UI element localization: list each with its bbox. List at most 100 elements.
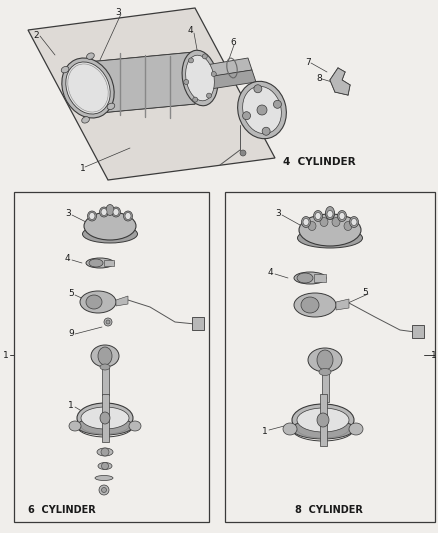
Text: 6  CYLINDER: 6 CYLINDER: [28, 505, 95, 515]
Ellipse shape: [293, 293, 335, 317]
Ellipse shape: [89, 213, 95, 220]
Polygon shape: [28, 8, 274, 180]
Ellipse shape: [113, 208, 119, 215]
Ellipse shape: [89, 259, 103, 267]
Polygon shape: [116, 296, 128, 306]
Ellipse shape: [326, 211, 332, 217]
Ellipse shape: [61, 67, 69, 73]
Text: 4: 4: [187, 26, 193, 35]
Ellipse shape: [318, 368, 330, 376]
Ellipse shape: [97, 448, 113, 456]
Ellipse shape: [337, 211, 346, 222]
Ellipse shape: [185, 55, 214, 101]
Text: 5: 5: [68, 288, 74, 297]
Ellipse shape: [66, 62, 110, 114]
Ellipse shape: [77, 403, 133, 433]
Ellipse shape: [348, 423, 362, 435]
Ellipse shape: [325, 206, 334, 220]
Text: 9: 9: [68, 329, 74, 338]
Circle shape: [202, 54, 207, 59]
Text: 4: 4: [65, 254, 71, 262]
Polygon shape: [88, 52, 194, 114]
Ellipse shape: [307, 222, 315, 230]
Ellipse shape: [338, 213, 344, 220]
Circle shape: [253, 85, 261, 93]
Ellipse shape: [316, 413, 328, 427]
Text: 1: 1: [68, 400, 74, 409]
Circle shape: [192, 97, 197, 102]
Text: 3: 3: [65, 208, 71, 217]
Circle shape: [261, 127, 269, 135]
Ellipse shape: [129, 421, 141, 431]
Ellipse shape: [331, 217, 339, 227]
Ellipse shape: [86, 53, 94, 59]
Ellipse shape: [82, 225, 137, 243]
Ellipse shape: [101, 208, 107, 215]
Ellipse shape: [291, 419, 353, 439]
Circle shape: [101, 488, 106, 492]
Polygon shape: [329, 68, 349, 95]
Ellipse shape: [291, 404, 353, 436]
Ellipse shape: [99, 207, 108, 217]
Circle shape: [106, 320, 110, 324]
Circle shape: [206, 93, 211, 98]
Ellipse shape: [98, 347, 112, 365]
Ellipse shape: [77, 417, 133, 435]
Polygon shape: [335, 299, 348, 310]
Text: 8  CYLINDER: 8 CYLINDER: [294, 505, 362, 515]
Ellipse shape: [111, 207, 120, 217]
Ellipse shape: [80, 291, 116, 313]
Ellipse shape: [100, 412, 110, 424]
Text: 6: 6: [230, 37, 235, 46]
Text: 8: 8: [315, 74, 321, 83]
Ellipse shape: [84, 212, 136, 240]
Ellipse shape: [314, 213, 320, 220]
Ellipse shape: [301, 216, 310, 228]
Ellipse shape: [81, 117, 89, 123]
Circle shape: [99, 485, 109, 495]
Bar: [191, 317, 204, 330]
Circle shape: [188, 58, 193, 63]
Circle shape: [273, 100, 281, 108]
Ellipse shape: [182, 50, 217, 106]
Text: 5: 5: [361, 287, 367, 296]
Ellipse shape: [307, 348, 341, 372]
Circle shape: [101, 463, 108, 470]
Ellipse shape: [91, 345, 119, 367]
Bar: [102, 367, 109, 395]
Ellipse shape: [242, 86, 281, 134]
Text: 1: 1: [261, 427, 267, 437]
Ellipse shape: [325, 208, 334, 220]
Ellipse shape: [86, 258, 114, 268]
Ellipse shape: [62, 58, 114, 118]
Bar: [225, 192, 434, 522]
Ellipse shape: [313, 211, 322, 222]
Text: 3: 3: [274, 208, 280, 217]
Polygon shape: [200, 58, 251, 78]
Ellipse shape: [69, 421, 81, 431]
Bar: [14, 192, 208, 522]
Circle shape: [211, 71, 216, 77]
Polygon shape: [200, 70, 255, 90]
Circle shape: [104, 318, 112, 326]
Text: 1: 1: [3, 351, 9, 359]
Bar: [411, 325, 423, 338]
Ellipse shape: [293, 272, 325, 284]
Ellipse shape: [100, 364, 110, 370]
Circle shape: [240, 150, 245, 156]
Ellipse shape: [349, 216, 358, 228]
Ellipse shape: [297, 408, 348, 432]
Circle shape: [242, 112, 250, 120]
Circle shape: [101, 448, 109, 456]
Ellipse shape: [81, 407, 129, 429]
Ellipse shape: [300, 297, 318, 313]
Ellipse shape: [123, 211, 132, 221]
Ellipse shape: [107, 103, 114, 110]
Ellipse shape: [98, 463, 112, 470]
Ellipse shape: [316, 350, 332, 370]
Ellipse shape: [106, 205, 114, 215]
Polygon shape: [313, 274, 325, 282]
Text: 1: 1: [80, 164, 85, 173]
Text: 3: 3: [115, 7, 120, 17]
Ellipse shape: [302, 219, 308, 225]
